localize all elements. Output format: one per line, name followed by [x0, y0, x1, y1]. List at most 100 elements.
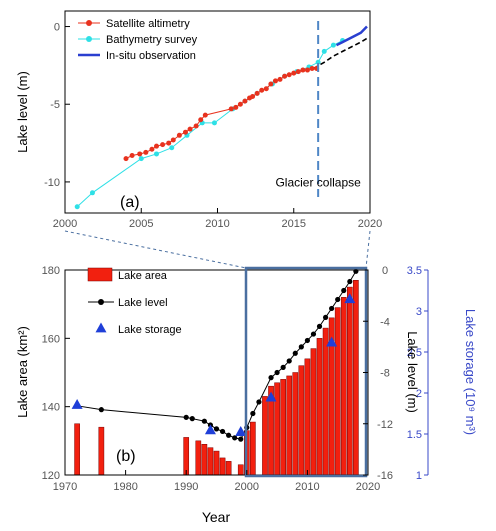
panel-b-ytick-label: 120 — [42, 470, 60, 482]
bathymetry-point — [74, 204, 80, 210]
lake-level-point — [329, 305, 335, 312]
panel-a: 2000 2005 2010 2015 2020 0 -5 -10 Glacier coll… — [15, 10, 382, 230]
panel-b-xtick-label: 1970 — [53, 481, 77, 493]
lake-storage-point — [204, 424, 216, 435]
satellite-point — [123, 156, 129, 162]
panel-a-xtick-label: 2005 — [129, 218, 153, 230]
lake-area-bar — [292, 372, 299, 476]
panel-b-label: (b) — [116, 448, 136, 465]
lake-storage-point — [344, 293, 356, 304]
panel-a-ylabel: Lake level (m) — [15, 71, 30, 153]
panel-a-ytick-label: -5 — [50, 99, 60, 111]
panel-a-xtick-label: 2020 — [358, 218, 382, 230]
panel-b-y2tick-label: -12 — [377, 419, 393, 431]
panel-a-ytick-label: -10 — [44, 177, 60, 189]
panel-b-ytick-label: 180 — [42, 265, 60, 277]
panel-b-y2tick-label: 0 — [382, 265, 388, 277]
satellite-point — [250, 93, 256, 99]
legend-bathymetry-marker — [86, 36, 92, 42]
lake-level-point — [201, 418, 207, 424]
satellite-point — [286, 72, 292, 78]
satellite-point — [272, 78, 278, 84]
lake-storage-point — [71, 398, 83, 409]
lake-level-point — [250, 410, 256, 417]
satellite-point — [304, 67, 310, 73]
lake-area-bar — [225, 461, 232, 476]
bathymetry-point — [154, 151, 159, 157]
lake-area-bar — [346, 286, 353, 476]
satellite-point — [263, 86, 269, 92]
lake-level-point — [335, 296, 341, 303]
panel-a-label: (a) — [120, 194, 140, 211]
panel-b-y2label: Lake level (m) — [405, 331, 420, 413]
lake-area-bar — [74, 423, 80, 476]
satellite-point — [237, 101, 243, 107]
satellite-point — [137, 151, 143, 157]
satellite-point — [176, 132, 182, 138]
satellite-point — [129, 153, 135, 159]
satellite-point — [193, 123, 199, 129]
satellite-point — [170, 137, 176, 143]
lake-area-bar — [213, 450, 220, 476]
panel-b-frame — [64, 269, 369, 476]
satellite-point — [300, 67, 306, 73]
bathymetry-point — [211, 120, 217, 126]
lake-storage-point — [265, 391, 277, 402]
satellite-point — [154, 143, 159, 149]
satellite-point — [291, 70, 297, 76]
lake-level-point — [316, 323, 323, 329]
zoom-connector — [64, 230, 371, 269]
storage-axis-tick-label: 2.5 — [407, 347, 422, 359]
insitu-line — [335, 25, 368, 47]
lake-area-bar — [340, 297, 347, 476]
lake-level-point — [213, 426, 220, 432]
bathymetry-point — [169, 145, 175, 151]
lake-level-point — [232, 435, 238, 441]
legend-insitu-label: In-situ observation — [106, 50, 196, 62]
lake-area-bar — [322, 327, 329, 476]
legend-lake-storage-label: Lake storage — [118, 324, 182, 336]
panel-b-xtick-label: 2010 — [295, 481, 319, 493]
legend-lake-storage-marker — [95, 322, 107, 333]
storage-axis-tick-label: 1 — [416, 470, 422, 482]
panel-b-y2tick-label: -4 — [380, 316, 390, 328]
bathymetry-point — [89, 190, 95, 196]
panel-b-xtick-label: 1980 — [113, 481, 137, 493]
panel-b-y2tick-label: -8 — [380, 368, 390, 380]
panel-a-xtick-label: 2015 — [282, 218, 306, 230]
panel-a-ytick-label: 0 — [54, 22, 60, 34]
lake-area-bar — [250, 421, 256, 476]
lake-level-point — [322, 314, 329, 321]
panel-b-xtick-label: 2000 — [235, 481, 259, 493]
storage-axis-tick-label: 3 — [416, 306, 422, 318]
lake-level-point — [189, 416, 195, 422]
lake-level-point — [292, 350, 298, 356]
lake-area-bar — [219, 457, 226, 476]
panel-a-xtick-label: 2010 — [205, 218, 229, 230]
lake-level-point — [238, 436, 244, 442]
satellite-point — [182, 129, 188, 135]
lake-level-point — [256, 399, 262, 405]
panel-b-xlabel: Year — [202, 509, 231, 525]
bathymetry-point — [138, 156, 144, 162]
panel-b-ytick-label: 160 — [42, 333, 60, 345]
lake-area-bar — [304, 358, 311, 476]
bathymetry-point — [330, 42, 336, 48]
storage-axis-tick-label: 2 — [416, 388, 422, 400]
panel-b-y2tick-label: -16 — [377, 470, 393, 482]
trend-dashed-line — [313, 36, 369, 70]
satellite-point — [254, 90, 260, 96]
lake-area-bar — [280, 379, 286, 476]
lake-area-bar — [195, 440, 202, 476]
satellite-point — [259, 87, 265, 93]
panel-a-legend: Satellite altimetry Bathymetry survey In-s… — [78, 18, 198, 62]
satellite-point — [277, 76, 283, 82]
legend-bathymetry-label: Bathymetry survey — [106, 34, 198, 46]
lake-area-bar — [298, 365, 305, 476]
satellite-point — [198, 117, 204, 123]
panel-b-ylabel: Lake area (km²) — [15, 326, 30, 418]
satellite-point — [233, 104, 239, 110]
lake-level-point — [219, 428, 226, 435]
satellite-point — [187, 126, 193, 132]
